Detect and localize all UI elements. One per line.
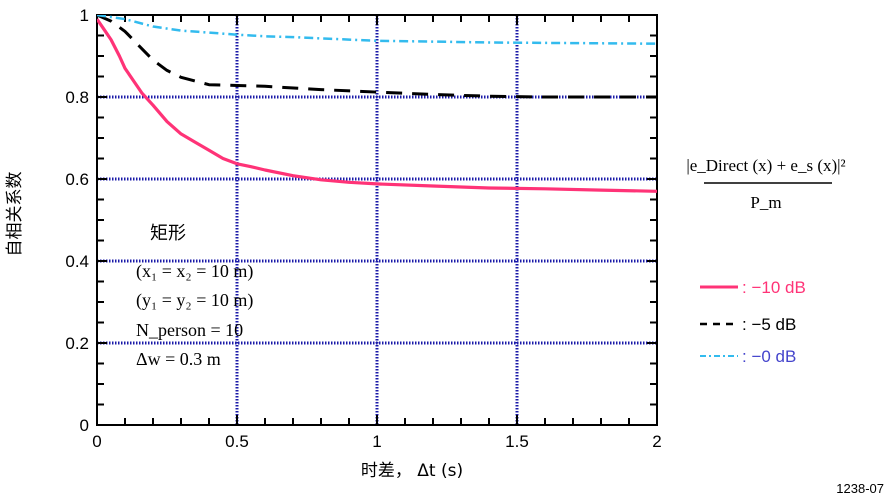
y-tick-label: 0 — [80, 416, 89, 435]
x-tick-label: 0.5 — [225, 432, 249, 451]
annotation-line-1: (x₁ = x₂ = 10 m) — [136, 261, 253, 282]
y-tick-labels: 0 0.2 0.4 0.6 0.8 1 — [65, 6, 89, 435]
x-tick-label: 0 — [92, 432, 101, 451]
annotation-line-3: N_person = 10 — [136, 320, 243, 340]
x-tick-label: 1 — [372, 432, 381, 451]
x-axis-title: 时差， Δt (s) — [361, 461, 463, 481]
formula: |e_Direct (x) + e_s (x)|² P_m — [686, 156, 845, 212]
legend: : −10 dB : −5 dB : −0 dB — [700, 278, 806, 366]
y-tick-label: 0.8 — [65, 88, 89, 107]
y-tick-label: 1 — [80, 6, 89, 25]
legend-label-minus5db: : −5 dB — [742, 315, 796, 334]
annotation-line-2: (y₁ = y₂ = 10 m) — [136, 290, 253, 311]
annotation-title: 矩形 — [150, 223, 186, 243]
x-tick-label: 2 — [652, 432, 661, 451]
y-axis-title: 自相关系数 — [5, 172, 25, 257]
series-line-1 — [97, 15, 657, 99]
annotation-block: 矩形 (x₁ = x₂ = 10 m) (y₁ = y₂ = 10 m) N_p… — [136, 223, 253, 369]
figure-id: 1238-07 — [836, 481, 884, 496]
series-line-2 — [97, 15, 657, 45]
formula-denominator: P_m — [750, 193, 781, 212]
tick-marks — [96, 14, 658, 426]
x-tick-label: 1.5 — [505, 432, 529, 451]
x-tick-labels: 0 0.5 1 1.5 2 — [92, 432, 661, 451]
y-tick-label: 0.4 — [65, 252, 89, 271]
y-tick-label: 0.2 — [65, 334, 89, 353]
legend-label-minus0db: : −0 dB — [742, 347, 796, 366]
grid-lines — [97, 15, 657, 425]
y-tick-label: 0.6 — [65, 170, 89, 189]
legend-label-minus10db: : −10 dB — [742, 278, 806, 297]
series-layer — [97, 15, 657, 193]
formula-numerator: |e_Direct (x) + e_s (x)|² — [686, 156, 845, 175]
series-line-0 — [97, 18, 657, 193]
annotation-line-4: Δw = 0.3 m — [136, 349, 221, 369]
